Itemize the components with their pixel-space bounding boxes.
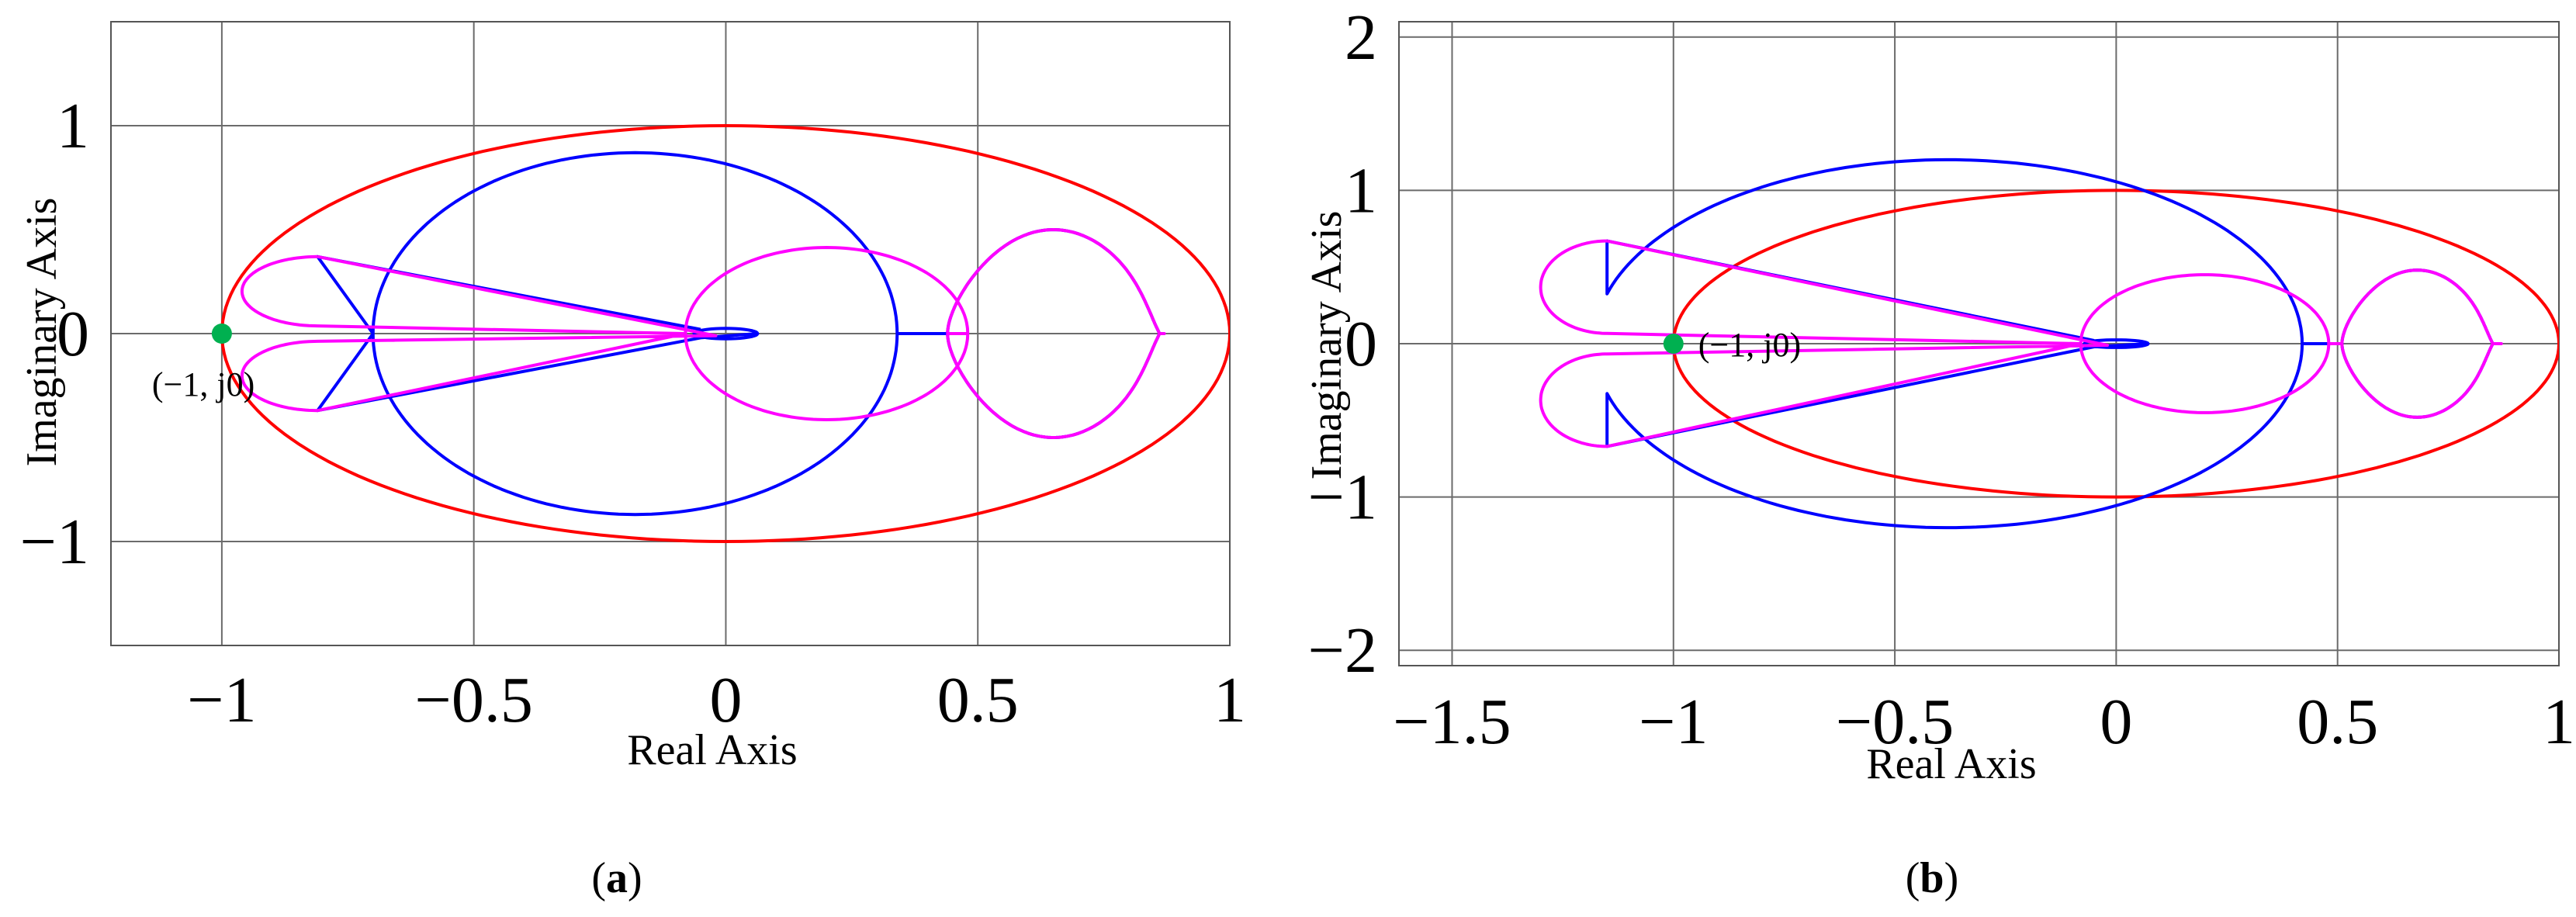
plot-area-a: (−1, j0) −1 −0.5 0 0.5 1 1 0 −1 xyxy=(20,21,1246,736)
panel-label-a-letter: a xyxy=(606,854,628,902)
x-axis-label-b: Real Axis xyxy=(1866,740,2036,788)
y-tick-label: 0 xyxy=(1345,308,1377,380)
y-tick-label: 2 xyxy=(1345,2,1377,74)
plot-area-b: (−1, j0) −1.5 −1 −0.5 0 0.5 1 2 1 0 −1 −2 xyxy=(1308,2,2575,758)
y-tick-label: 0 xyxy=(57,298,89,370)
y-tick-label: −2 xyxy=(1308,614,1377,687)
panel-label-a: (a) xyxy=(591,854,642,902)
x-axis-label-a: Real Axis xyxy=(627,726,797,774)
x-tick-label: 1 xyxy=(2543,686,2575,758)
panel-label-b: (b) xyxy=(1906,854,1958,902)
y-axis-label-b: Imaginary Axis xyxy=(1303,211,1351,480)
panel-label-b-letter: b xyxy=(1920,854,1944,902)
critical-point-marker xyxy=(211,324,232,344)
chart-panel-b: (−1, j0) −1.5 −1 −0.5 0 0.5 1 2 1 0 −1 −2 Real Axis… xyxy=(1303,2,2575,902)
x-tick-label: −0.5 xyxy=(1836,686,1954,758)
y-tick-label: 1 xyxy=(1345,154,1377,227)
y-tick-label: −1 xyxy=(1308,462,1377,534)
x-tick-label: 1 xyxy=(1214,664,1246,736)
series-line-3 xyxy=(240,228,1166,439)
y-tick-label: −1 xyxy=(20,506,89,578)
chart-panel-a: (−1, j0) −1 −0.5 0 0.5 1 1 0 −1 Real Axis Imagin… xyxy=(18,21,1246,902)
x-tick-label: −1.5 xyxy=(1393,686,1511,758)
x-tick-label: −1 xyxy=(1639,686,1708,758)
y-axis-label-a: Imaginary Axis xyxy=(18,198,66,467)
y-tick-label: 1 xyxy=(57,90,89,162)
critical-point-label: (−1, j0) xyxy=(1698,326,1801,364)
x-tick-label: 0.5 xyxy=(937,664,1019,736)
x-tick-label: −1 xyxy=(187,664,256,736)
x-tick-label: −0.5 xyxy=(414,664,532,736)
x-tick-label: 0.5 xyxy=(2297,686,2378,758)
critical-point-marker xyxy=(1663,334,1684,354)
x-tick-label: 0 xyxy=(2100,686,2132,758)
critical-point-label: (−1, j0) xyxy=(152,365,254,403)
x-tick-label: 0 xyxy=(709,664,742,736)
series-line-3 xyxy=(1539,239,2503,448)
